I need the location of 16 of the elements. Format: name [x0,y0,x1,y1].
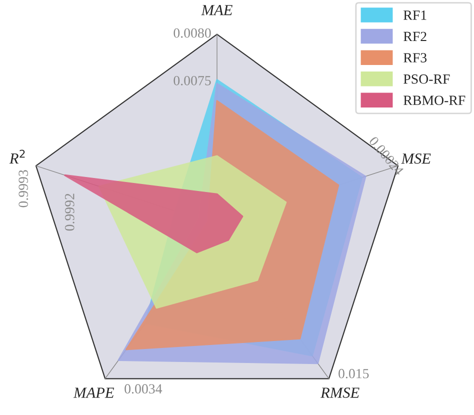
spoke-label: MAE [201,5,232,16]
legend-label: RF3 [404,53,427,62]
text: 0.0075 [174,76,211,86]
spoke-label: R$^{2}$ [9,150,25,164]
spoke-label: MAPE [73,388,114,398]
text: 0.0080 [174,28,211,38]
legend-label: PSO-RF [404,74,450,84]
text: 0.015 [338,368,369,378]
spoke-label: MSE [401,153,431,164]
legend-label: RBMO-RF [404,96,466,106]
spoke-label: RMSE [320,388,360,398]
text: 0.9992 [64,194,74,231]
text: 0.9993 [18,170,28,208]
legend-label: RF1 [404,10,426,20]
text: 0.0034 [124,384,162,394]
legend-label: RF2 [404,32,426,42]
